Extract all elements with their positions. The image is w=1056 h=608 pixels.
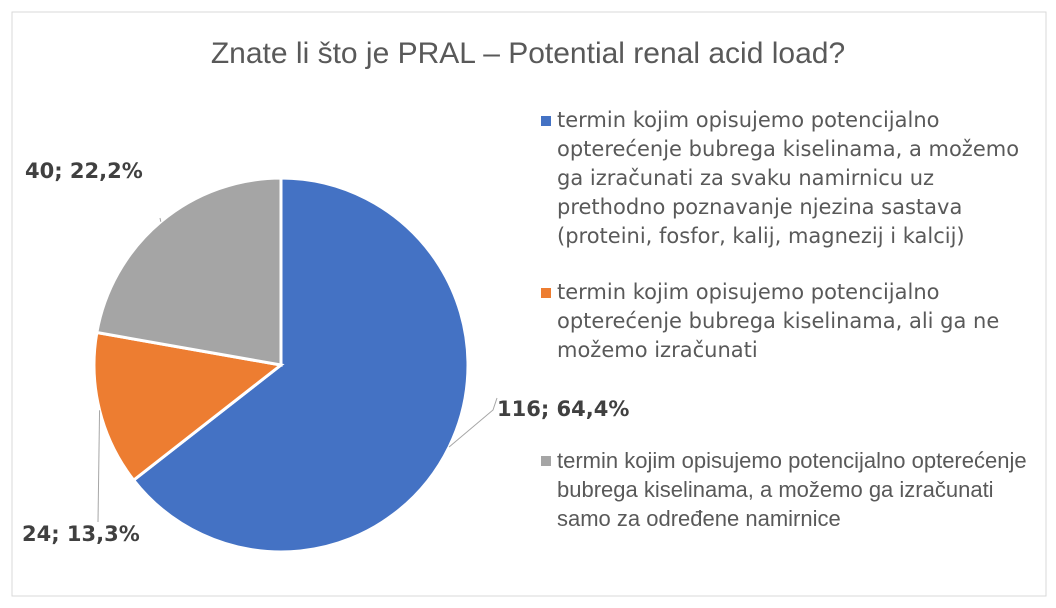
legend-entry: termin kojim opisujemo potencijalno opte…	[539, 106, 1049, 251]
leader-line	[159, 217, 162, 222]
legend-label: termin kojim opisujemo potencijalno opte…	[557, 448, 1027, 531]
pie-slice	[95, 176, 283, 367]
legend-label: termin kojim opisujemo potencijalno opte…	[557, 108, 1020, 248]
legend-label: termin kojim opisujemo potencijalno opte…	[557, 280, 1000, 362]
legend-swatch	[541, 116, 551, 126]
data-label: 116; 64,4%	[497, 397, 629, 421]
legend-swatch	[541, 288, 551, 298]
legend-entry: termin kojim opisujemo potencijalno opte…	[539, 278, 1049, 365]
legend-swatch	[541, 456, 551, 466]
data-label: 40; 22,2%	[25, 159, 143, 183]
chart-title: Znate li što je PRAL – Potential renal a…	[211, 37, 845, 70]
leader-line	[448, 397, 498, 448]
leader-line	[97, 410, 101, 523]
data-label: 24; 13,3%	[22, 522, 140, 546]
pie-slice	[131, 176, 470, 554]
legend-entry: termin kojim opisujemo potencijalno opte…	[539, 446, 1049, 533]
